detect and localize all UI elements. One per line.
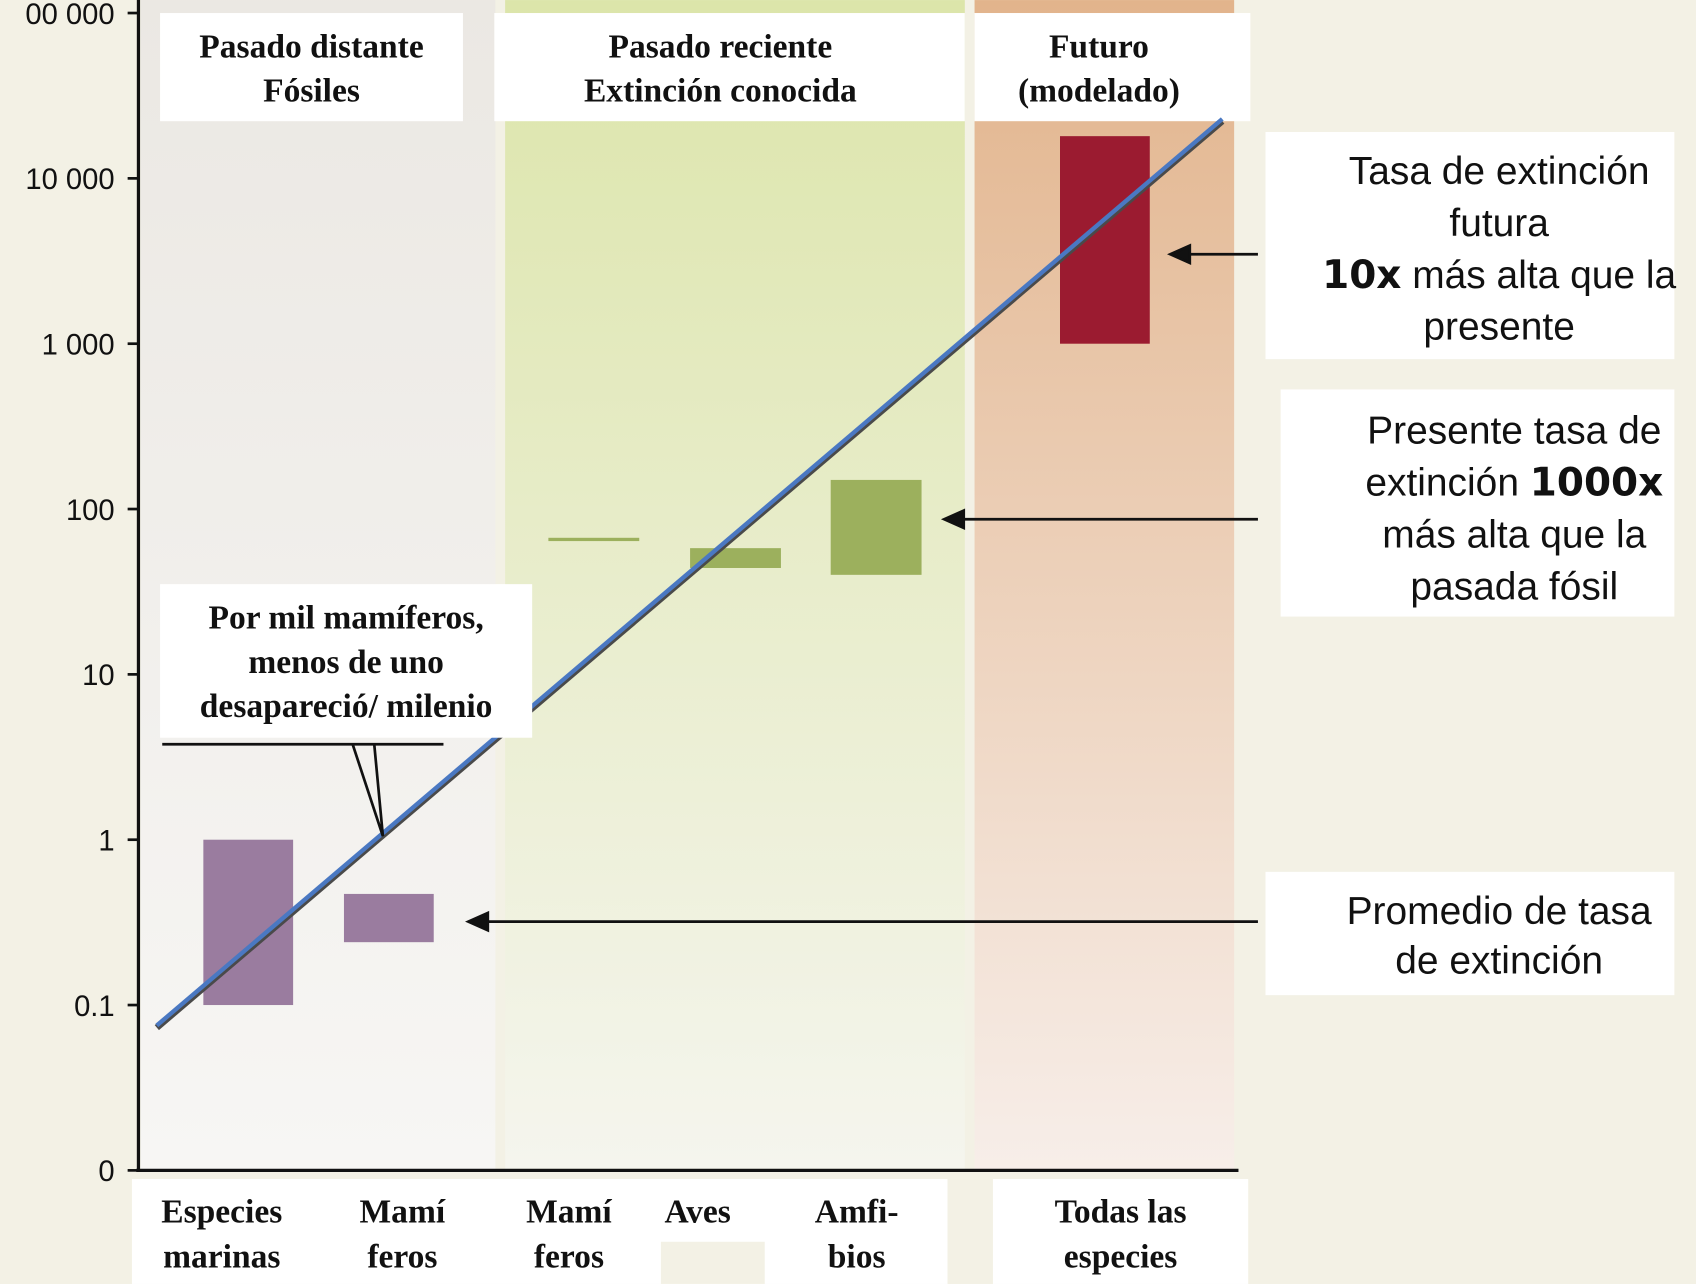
y-tick-label: 1 000 <box>42 330 115 362</box>
callout-text: desapareció/ milenio <box>200 688 493 725</box>
annotation-box <box>1265 132 1675 360</box>
y-tick-label: 1 <box>98 826 114 858</box>
annotation-line: pasada fósil <box>1410 565 1618 608</box>
annotation-text: Tasa de extinción <box>1349 150 1650 193</box>
callout-text: Por mil mamíferos, <box>209 599 484 636</box>
annotation-line: futura <box>1449 202 1549 245</box>
callout-text: menos de uno <box>248 644 444 681</box>
region-header: Pasado reciente <box>609 28 833 65</box>
x-tick-label: Mamí <box>526 1193 612 1230</box>
callout-pointer <box>351 743 385 837</box>
y-tick-label: 10 000 <box>25 164 114 196</box>
annotation-text: más alta que la <box>1382 513 1646 556</box>
y-tick-label: 10 <box>82 660 114 692</box>
y-tick-label: 0 <box>98 1156 114 1188</box>
annotation-text: pasada fósil <box>1410 565 1618 608</box>
annotation-text: extinción <box>1365 461 1529 504</box>
header-box <box>974 13 1251 122</box>
range-bar <box>1060 136 1150 344</box>
region-header: (modelado) <box>1018 73 1180 110</box>
texts: 0 0.1 1 10 100 1 000 10 000 00 000 Pasado distan… <box>25 0 1676 1276</box>
x-tick-label: Amfi- <box>815 1193 899 1230</box>
region-header: Pasado distante <box>199 28 424 65</box>
x-tick-label: especies <box>1064 1239 1178 1276</box>
annotation-box <box>1265 871 1675 996</box>
annotation-line: de extinción <box>1395 940 1603 983</box>
region-header: Fósiles <box>263 73 360 110</box>
y-tick-label: 100 <box>66 495 115 527</box>
x-tick-label: Especies <box>161 1193 282 1230</box>
annotation-text: 1000x <box>1530 460 1663 505</box>
label-box <box>992 1179 1249 1284</box>
annotation-line: más alta que la <box>1382 513 1646 556</box>
annotation-text: más alta que la <box>1401 254 1676 297</box>
y-tick-label: 0.1 <box>74 991 115 1023</box>
x-tick-label: Aves <box>664 1193 730 1230</box>
annotation-line: 10x más alta que la <box>1322 253 1676 298</box>
annotation-line: presente <box>1423 306 1574 349</box>
header-box <box>494 13 965 122</box>
x-tick-label: feros <box>367 1239 437 1276</box>
header-box <box>160 13 463 122</box>
annotation-line: Promedio de tasa <box>1347 890 1652 933</box>
annotation-text: futura <box>1449 202 1549 245</box>
annotation-text: de extinción <box>1395 940 1603 983</box>
x-tick-label: marinas <box>163 1239 280 1276</box>
x-tick-label: feros <box>534 1239 604 1276</box>
range-bar <box>343 893 434 943</box>
arrows <box>465 243 1258 933</box>
label-box <box>131 1179 948 1284</box>
region-header: Extinción conocida <box>584 73 857 110</box>
y-tick-label: 00 000 <box>25 0 114 31</box>
trend-line <box>155 117 1224 1028</box>
annotation-text: 10x <box>1322 253 1401 298</box>
annotation-line: Tasa de extinción <box>1349 150 1650 193</box>
x-tick-label: bios <box>828 1239 886 1276</box>
annotation-text: Promedio de tasa <box>1347 890 1652 933</box>
region-bg <box>505 0 965 1171</box>
region-header: Futuro <box>1049 28 1149 65</box>
annotation-text: presente <box>1423 306 1574 349</box>
label-gap <box>660 1241 765 1284</box>
annotation-text: Presente tasa de <box>1367 410 1661 453</box>
annotation-box <box>1280 389 1675 617</box>
range-bar <box>830 479 922 575</box>
annotation-line: Presente tasa de <box>1367 410 1661 453</box>
x-tick-label: Mamí <box>360 1193 446 1230</box>
callout-box <box>160 584 533 738</box>
range-bar <box>548 537 640 542</box>
x-tick-label: Todas las <box>1055 1193 1187 1230</box>
annotation-line: extinción 1000x <box>1365 460 1663 505</box>
